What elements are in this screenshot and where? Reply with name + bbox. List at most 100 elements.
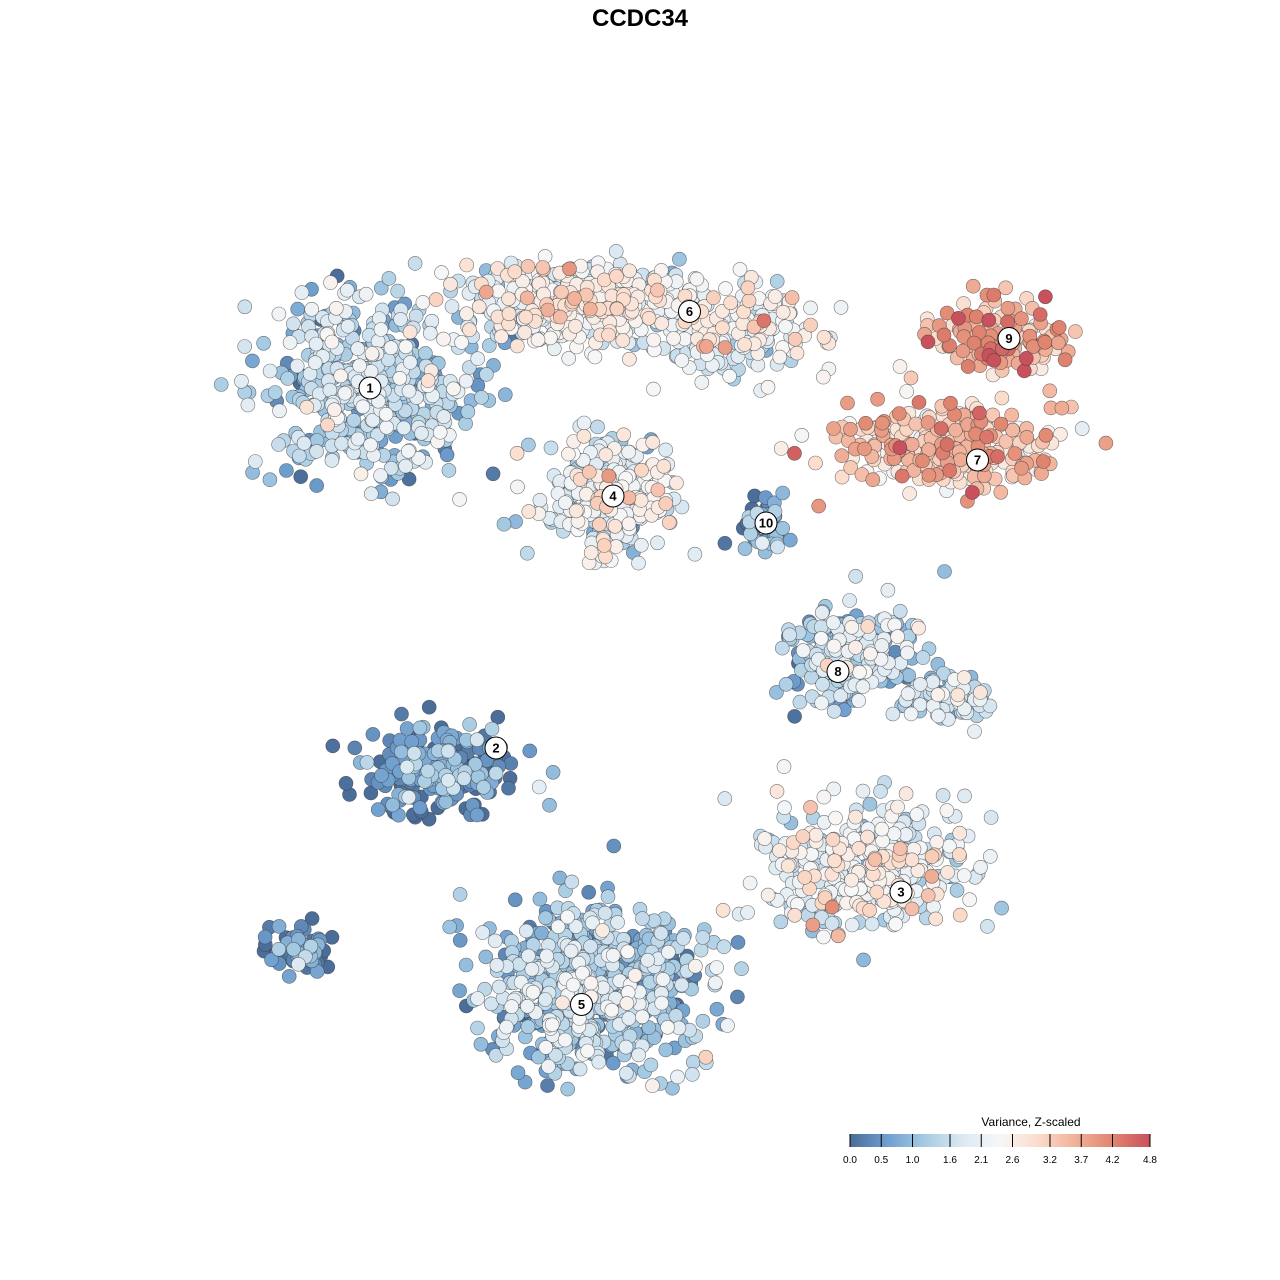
scatter-point	[865, 472, 881, 488]
scatter-point	[851, 693, 867, 708]
scatter-point	[951, 847, 967, 862]
scatter-point	[469, 807, 485, 823]
scatter-point	[698, 1049, 714, 1065]
scatter-point	[596, 272, 612, 288]
scatter-point	[631, 1047, 646, 1063]
scatter-point	[695, 1013, 711, 1029]
scatter-point	[567, 318, 583, 334]
scatter-point	[333, 368, 349, 384]
scatter-point	[479, 367, 494, 382]
scatter-point	[293, 469, 309, 485]
scatter-point	[604, 1002, 620, 1018]
scatter-point	[609, 268, 624, 284]
scatter-point	[365, 412, 381, 428]
scatter-point	[957, 788, 972, 804]
scatter-point	[912, 677, 928, 692]
scatter-point	[309, 444, 324, 459]
scatter-point	[234, 373, 249, 389]
scatter-point	[535, 260, 551, 275]
scatter-point	[484, 721, 500, 737]
scatter-point	[775, 304, 791, 320]
scatter-point	[833, 688, 848, 704]
scatter-point	[1074, 421, 1090, 436]
scatter-point	[844, 619, 860, 635]
scatter-point	[795, 643, 811, 658]
scatter-point	[606, 838, 622, 854]
scatter-point	[627, 968, 643, 983]
scatter-point	[399, 721, 415, 736]
scatter-point	[421, 699, 437, 715]
scatter-point	[815, 676, 830, 692]
scatter-point	[980, 919, 995, 934]
scatter-point	[1068, 324, 1083, 339]
scatter-point	[824, 899, 840, 915]
scatter-point	[538, 1040, 554, 1055]
scatter-point	[531, 779, 547, 795]
scatter-point	[499, 1019, 514, 1035]
scatter-point	[716, 939, 732, 955]
scatter-point	[844, 872, 859, 888]
scatter-point	[631, 555, 646, 571]
scatter-point	[476, 779, 491, 795]
scatter-point	[754, 535, 770, 551]
scatter-point	[653, 925, 669, 941]
scatter-point	[808, 827, 824, 843]
cluster-label-9: 9	[997, 327, 1021, 350]
cluster-labels: 1 2 3 4 5 6 7 8 9 10	[358, 300, 1021, 1016]
scatter-point	[530, 332, 546, 348]
scatter-point	[525, 984, 541, 1000]
scatter-point	[271, 437, 286, 452]
chart-title: CCDC34	[592, 5, 689, 32]
cluster-label-badge	[678, 300, 701, 323]
scatter-point	[741, 293, 757, 309]
cluster-label-10: 10	[754, 511, 778, 535]
scatter-point	[245, 353, 260, 369]
scatter-point	[338, 775, 354, 791]
scatter-point	[645, 434, 661, 450]
legend-tick-label: 1.6	[943, 1155, 957, 1166]
scatter-point	[685, 1054, 701, 1070]
scatter-point	[950, 687, 966, 703]
scatter-point	[542, 797, 557, 813]
scatter-point	[452, 887, 468, 902]
scatter-point	[280, 371, 296, 386]
scatter-point	[772, 843, 787, 858]
scatter-point	[441, 463, 457, 478]
scatter-point	[469, 732, 485, 748]
scatter-point	[618, 1039, 634, 1055]
scatter-point	[503, 756, 519, 771]
scatter-point	[619, 996, 635, 1011]
scatter-point	[478, 284, 494, 300]
scatter-point	[320, 417, 335, 433]
scatter-point	[862, 796, 878, 812]
scatter-point	[267, 385, 283, 400]
scatter-point	[281, 969, 297, 984]
scatter-point	[550, 919, 566, 935]
scatter-point	[641, 310, 657, 326]
scatter-point	[442, 919, 458, 935]
scatter-point	[585, 915, 600, 931]
scatter-point	[803, 317, 818, 333]
scatter-point	[811, 498, 827, 514]
scatter-point	[510, 479, 525, 495]
scatter-point	[756, 313, 772, 329]
scatter-point	[328, 300, 344, 316]
scatter-point	[393, 744, 409, 760]
scatter-point	[520, 1019, 536, 1035]
scatter-point	[869, 884, 885, 900]
scatter-point	[990, 449, 1005, 464]
scatter-point	[517, 325, 533, 340]
scatter-point	[684, 1067, 700, 1082]
cluster-label-5: 5	[570, 993, 593, 1016]
scatter-point	[325, 738, 341, 754]
scatter-point	[458, 957, 474, 973]
scatter-point	[483, 996, 499, 1012]
scatter-point	[1054, 400, 1070, 416]
scatter-point	[848, 640, 863, 655]
scatter-point	[308, 336, 324, 352]
scatter-point	[986, 352, 1002, 368]
scatter-point	[540, 302, 556, 318]
scatter-point	[568, 919, 584, 934]
scatter-point	[740, 905, 755, 920]
scatter-point	[826, 781, 842, 797]
